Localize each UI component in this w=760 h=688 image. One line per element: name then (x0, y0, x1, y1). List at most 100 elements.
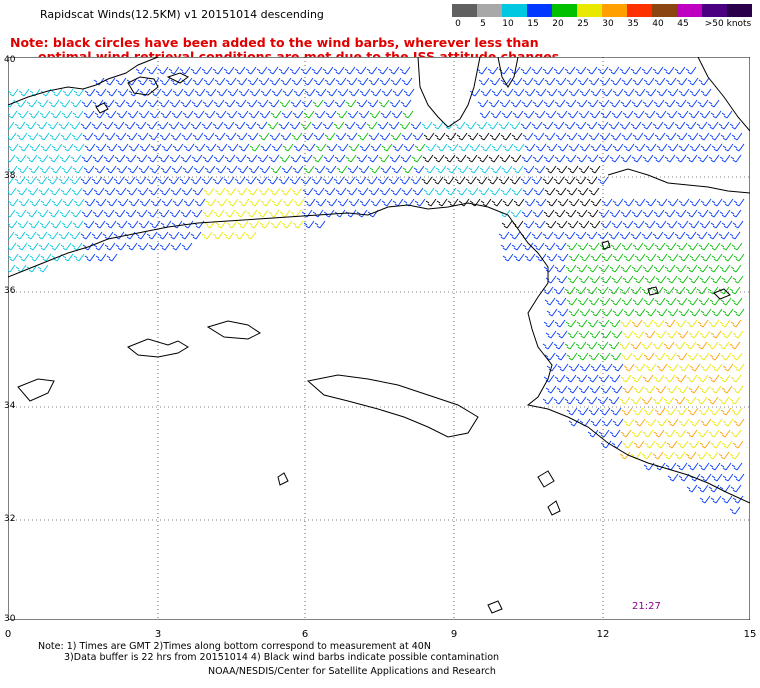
wind-barb (247, 187, 259, 196)
wind-barb (643, 242, 655, 251)
wind-barb (51, 88, 63, 97)
wind-barb (126, 187, 138, 196)
wind-barb (80, 231, 92, 240)
wind-barb (645, 418, 657, 427)
wind-barb (169, 154, 181, 163)
wind-barb (631, 154, 643, 163)
wind-barb (380, 110, 392, 119)
wind-barb (36, 121, 48, 130)
wind-barb (333, 66, 345, 75)
wind-barb (477, 99, 489, 108)
wind-barb (291, 187, 303, 196)
wind-barb (575, 286, 587, 295)
wind-barb (730, 374, 742, 383)
wind-barb (147, 209, 159, 218)
wind-barb (312, 99, 324, 108)
wind-map (8, 57, 750, 620)
wind-barb (26, 99, 38, 108)
wind-barb (8, 176, 15, 185)
wind-barb (686, 264, 698, 273)
wind-barb (348, 198, 360, 207)
wind-barb (259, 220, 271, 229)
wind-barb (656, 88, 668, 97)
wind-barb (612, 88, 624, 97)
wind-barb (676, 242, 688, 251)
wind-barb (719, 319, 731, 328)
wind-barb (678, 198, 690, 207)
wind-barb (732, 330, 744, 339)
wind-barb (314, 165, 326, 174)
wind-barb (500, 77, 512, 86)
wind-barb (326, 198, 338, 207)
wind-barb (729, 121, 741, 130)
wind-barb (700, 418, 712, 427)
wind-barb (733, 473, 745, 482)
wind-barb (689, 308, 701, 317)
wind-barb (522, 242, 534, 251)
wind-barb (148, 242, 160, 251)
wind-barb (238, 198, 250, 207)
wind-barb (227, 88, 239, 97)
wind-barb (599, 297, 611, 306)
wind-barb (267, 66, 279, 75)
wind-barb (335, 187, 347, 196)
wind-barb (84, 88, 96, 97)
wind-barb (37, 209, 49, 218)
wind-barb (729, 231, 741, 240)
wind-barb (688, 440, 700, 449)
wind-barb (564, 231, 576, 240)
map-frame (8, 57, 750, 620)
wind-barb (631, 429, 643, 438)
wind-barb (257, 99, 269, 108)
wind-barb (600, 220, 612, 229)
wind-barb (665, 77, 677, 86)
wind-barb (501, 220, 513, 229)
wind-barb (84, 253, 96, 262)
wind-barb (412, 132, 424, 141)
wind-barb (633, 385, 645, 394)
wind-barb (674, 286, 686, 295)
wind-barb (148, 132, 160, 141)
wind-barb (126, 132, 138, 141)
wind-barb (708, 209, 720, 218)
wind-barb (565, 209, 577, 218)
wind-barb (633, 220, 645, 229)
wind-barb (611, 275, 623, 284)
wind-barb (311, 121, 323, 130)
wind-barb (710, 110, 722, 119)
wind-barb (609, 264, 621, 273)
wind-barb (69, 231, 81, 240)
wind-barb (512, 110, 524, 119)
wind-barb (610, 297, 622, 306)
wind-barb (720, 132, 732, 141)
wind-barb (620, 99, 632, 108)
wind-barb (555, 297, 567, 306)
wind-barb (16, 187, 28, 196)
wind-barb (699, 110, 711, 119)
wind-barb (259, 165, 271, 174)
wind-barb (645, 253, 657, 262)
wind-barb (432, 121, 444, 130)
wind-barb (686, 429, 698, 438)
wind-barb (489, 187, 501, 196)
wind-barb (564, 121, 576, 130)
wind-barb (457, 165, 469, 174)
wind-barb (687, 297, 699, 306)
wind-barb (50, 110, 62, 119)
wind-barb (711, 473, 723, 482)
wind-barb (400, 154, 412, 163)
wind-barb (367, 154, 379, 163)
wind-barb (623, 363, 635, 372)
wind-barb (655, 220, 667, 229)
wind-barb (149, 220, 161, 229)
wind-barb (502, 88, 514, 97)
wind-barb (598, 319, 610, 328)
wind-barb (619, 341, 631, 350)
wind-barb (344, 121, 356, 130)
wind-barb (579, 253, 591, 262)
wind-barb (576, 99, 588, 108)
wind-barb (498, 176, 510, 185)
wind-barb (711, 363, 723, 372)
wind-barb (709, 352, 721, 361)
wind-barb (149, 110, 161, 119)
